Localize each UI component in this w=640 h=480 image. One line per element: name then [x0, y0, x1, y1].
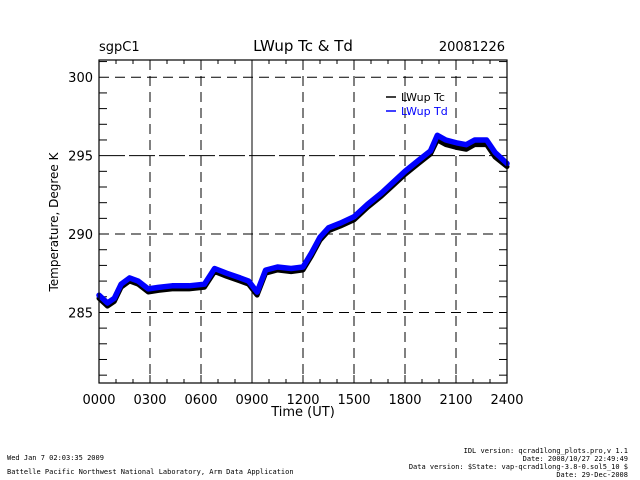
chart-title: LWup Tc & Td: [253, 37, 353, 55]
y-tick-labels: 285 290 295 300: [68, 71, 93, 321]
series-line-td: [96, 132, 510, 306]
idl-date: Date: 2008/10/27 22:49:49: [522, 455, 628, 463]
date-label: 20081226: [439, 40, 505, 55]
organization-credit: Battelle Pacific Northwest National Labo…: [7, 468, 294, 476]
y-tick-label: 300: [68, 71, 93, 86]
legend: LWup Tc LWup Td: [386, 91, 448, 118]
y-tick-label: 295: [68, 150, 93, 165]
x-tick-label: 0300: [133, 393, 166, 408]
x-tick-label: 2100: [439, 393, 472, 408]
y-tick-label: 290: [68, 228, 93, 243]
x-tick-label: 0600: [184, 393, 217, 408]
y-tick-label: 285: [68, 306, 93, 321]
y-axis-label: Temperature, Degree K: [47, 151, 61, 292]
legend-label-tc: LWup Tc: [401, 91, 445, 104]
series-line-tc: [96, 137, 510, 309]
series-group: [96, 132, 510, 309]
x-tick-label: 0900: [235, 393, 268, 408]
axis-ticks: [99, 60, 507, 383]
x-tick-label: 2400: [490, 393, 523, 408]
data-version: Data version: $State: vap-qcrad1long-3.8…: [408, 463, 628, 471]
x-tick-label: 1200: [286, 393, 319, 408]
x-tick-labels: 0000 0300 0600 0900 1200 1500 1800 2100 2400: [82, 393, 523, 408]
x-tick-label: 1800: [388, 393, 421, 408]
x-tick-label: 1500: [337, 393, 370, 408]
idl-version: IDL version: qcrad1long_plots.pro,v 1.1: [463, 447, 628, 455]
data-date: Date: 29-Dec-2008: [556, 471, 628, 479]
plot-frame: [98, 59, 508, 384]
legend-label-td: LWup Td: [401, 105, 448, 118]
x-tick-label: 0000: [82, 393, 115, 408]
run-timestamp: Wed Jan 7 02:03:35 2009: [7, 454, 104, 462]
site-label: sgpC1: [99, 40, 140, 55]
grid: [99, 60, 507, 383]
x-axis-label: Time (UT): [270, 405, 335, 420]
